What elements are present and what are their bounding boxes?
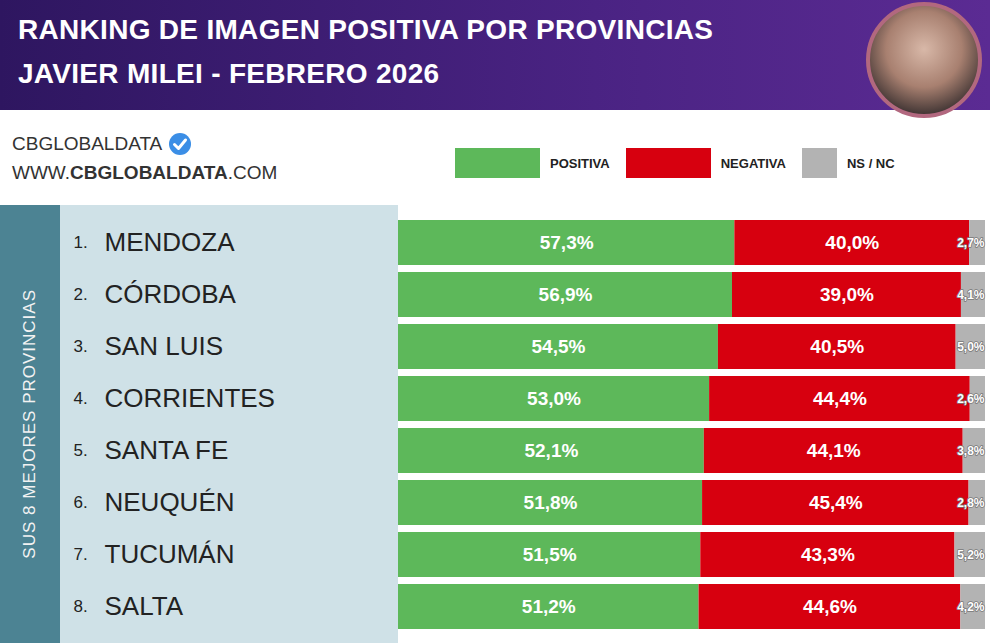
svg-text:SALTA: SALTA xyxy=(105,591,184,621)
html-text:WWW. CBGLOBALDATA.COM: WWW. CBGLOBALDATA.COM xyxy=(12,162,278,183)
svg-text:5,2%: 5,2% xyxy=(957,548,985,562)
svg-text:5.: 5. xyxy=(74,441,88,460)
svg-text:2,6%: 2,6% xyxy=(957,392,985,406)
svg-text:SANTA FE: SANTA FE xyxy=(105,435,229,465)
svg-text:MENDOZA: MENDOZA xyxy=(105,227,236,257)
html-text:POSITIVA: POSITIVA xyxy=(550,155,610,171)
svg-text:SAN LUIS: SAN LUIS xyxy=(105,331,224,361)
html-text:RANKING DE IMAGEN POSITIVA POR: RANKING DE IMAGEN POSITIVA POR PROVINCIA… xyxy=(18,14,714,45)
svg-text:CORRIENTES: CORRIENTES xyxy=(105,383,275,413)
svg-text:43,3%: 43,3% xyxy=(801,544,855,565)
svg-text:45,4%: 45,4% xyxy=(809,492,863,513)
svg-text:NEUQUÉN: NEUQUÉN xyxy=(105,487,235,517)
svg-text:4,1%: 4,1% xyxy=(957,288,985,302)
html-text:NS / NC: NS / NC xyxy=(847,155,895,171)
html-text:NEGATIVA: NEGATIVA xyxy=(720,155,786,171)
svg-text:CÓRDOBA: CÓRDOBA xyxy=(105,279,237,309)
svg-text:56,9%: 56,9% xyxy=(539,284,593,305)
svg-text:1.: 1. xyxy=(74,233,88,252)
svg-text:TUCUMÁN: TUCUMÁN xyxy=(105,539,235,569)
svg-text:2.: 2. xyxy=(74,285,88,304)
svg-text:51,2%: 51,2% xyxy=(522,596,576,617)
svg-text:3,8%: 3,8% xyxy=(957,444,985,458)
svg-text:44,6%: 44,6% xyxy=(803,596,857,617)
svg-text:4,2%: 4,2% xyxy=(957,600,985,614)
svg-text:2,7%: 2,7% xyxy=(957,236,985,250)
svg-text:54,5%: 54,5% xyxy=(532,336,586,357)
svg-text:5,0%: 5,0% xyxy=(957,340,985,354)
svg-text:2,8%: 2,8% xyxy=(957,496,985,510)
svg-text:40,0%: 40,0% xyxy=(825,232,879,253)
svg-text:52,1%: 52,1% xyxy=(524,440,578,461)
svg-text:51,8%: 51,8% xyxy=(524,492,578,513)
svg-text:39,0%: 39,0% xyxy=(820,284,874,305)
svg-text:3.: 3. xyxy=(74,337,88,356)
svg-text:57,3%: 57,3% xyxy=(540,232,594,253)
svg-text:40,5%: 40,5% xyxy=(810,336,864,357)
svg-text:53,0%: 53,0% xyxy=(527,388,581,409)
svg-text:51,5%: 51,5% xyxy=(523,544,577,565)
svg-text:44,1%: 44,1% xyxy=(807,440,861,461)
svg-text:8.: 8. xyxy=(74,597,88,616)
svg-text:7.: 7. xyxy=(74,545,88,564)
svg-text:6.: 6. xyxy=(74,493,88,512)
html-text:CBGLOBALDATA: CBGLOBALDATA xyxy=(12,133,163,154)
svg-text:44,4%: 44,4% xyxy=(813,388,867,409)
svg-text:4.: 4. xyxy=(74,389,88,408)
html-text:JAVIER MILEI - FEBRERO 2026: JAVIER MILEI - FEBRERO 2026 xyxy=(18,58,440,89)
html-text:SUS 8 MEJORES PROVINCIAS: SUS 8 MEJORES PROVINCIAS xyxy=(20,289,39,559)
